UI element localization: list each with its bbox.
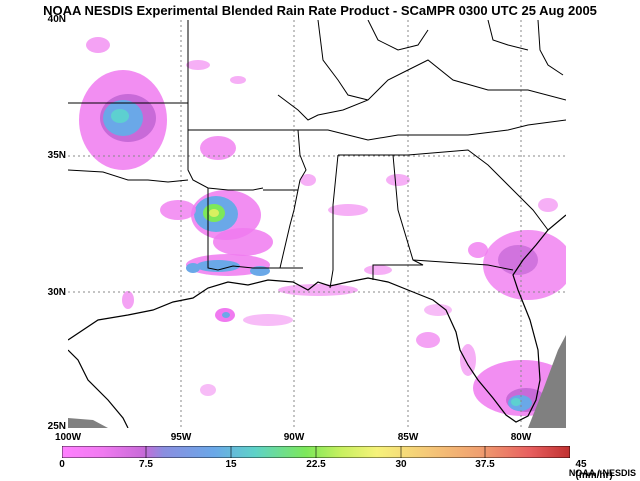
lat-label-40n: 40N — [47, 14, 66, 25]
state-borders — [68, 20, 566, 289]
lat-label-35n: 35N — [47, 150, 66, 161]
rain-rate-colorbar — [62, 446, 570, 458]
no-data-area-southeast — [528, 335, 566, 428]
lon-label-95w: 95W — [170, 432, 192, 443]
lat-label-25n: 25N — [47, 421, 66, 432]
colorbar-label-30: 30 — [395, 459, 407, 470]
colorbar-label-7-5: 7.5 — [139, 459, 153, 470]
colorbar-label-0: 0 — [59, 459, 65, 470]
colorbar-label-22-5: 22.5 — [306, 459, 326, 470]
rain-rate-map — [68, 20, 566, 428]
page-title: NOAA NESDIS Experimental Blended Rain Ra… — [43, 3, 597, 18]
credit-text: NOAA / NESDIS — [568, 468, 636, 478]
lon-label-100w: 100W — [54, 432, 82, 443]
texas-coast — [68, 349, 129, 428]
coastline — [68, 214, 566, 423]
lat-label-30n: 30N — [47, 287, 66, 298]
lon-label-85w: 85W — [397, 432, 419, 443]
colorbar-label-15: 15 — [225, 459, 237, 470]
lon-label-90w: 90W — [283, 432, 305, 443]
no-data-area-southwest — [68, 418, 108, 428]
colorbar-label-45: 45 (mm/hr) — [575, 459, 613, 481]
graticule — [68, 20, 566, 428]
colorbar-label-37-5: 37.5 — [475, 459, 495, 470]
lon-label-80w: 80W — [510, 432, 532, 443]
